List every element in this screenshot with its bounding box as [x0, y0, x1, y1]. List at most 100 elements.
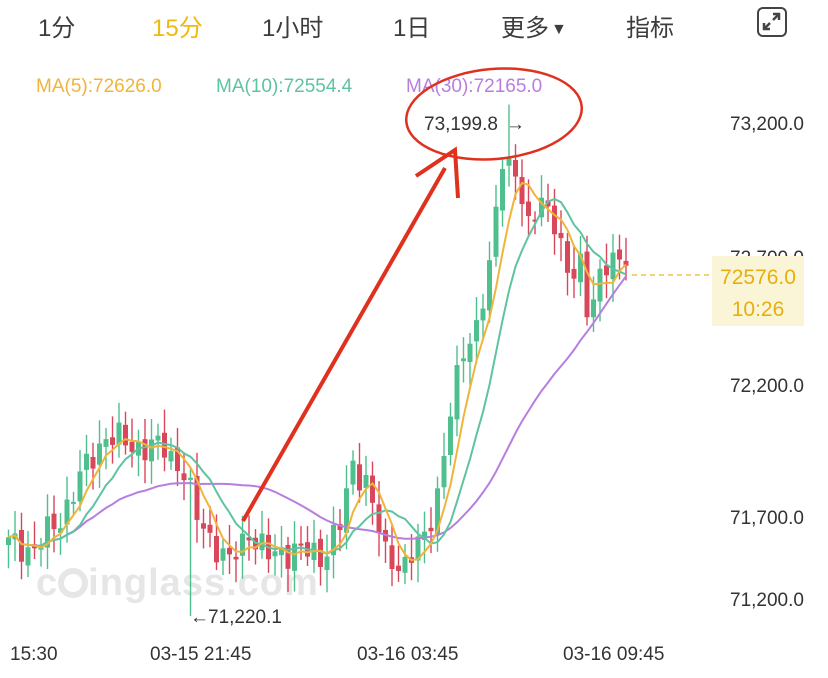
candle-up — [480, 308, 486, 321]
candle-down — [214, 536, 219, 563]
candle-down — [617, 249, 622, 260]
candle-down — [623, 260, 629, 266]
candle-up — [272, 551, 278, 557]
candle-up — [220, 548, 226, 561]
candle-down — [558, 232, 564, 239]
ma10-line — [8, 197, 627, 555]
candle-up — [539, 197, 544, 218]
candle-up — [149, 439, 154, 462]
candle-down — [545, 200, 551, 207]
candle-down — [513, 160, 518, 177]
candle-up — [467, 343, 473, 362]
countdown-time: 10:26 — [731, 298, 785, 321]
candle-down — [565, 241, 570, 273]
candle-down — [376, 504, 382, 534]
tab-more-label: 更多 — [501, 15, 549, 42]
candle-down — [162, 432, 167, 458]
candle-down — [175, 447, 180, 472]
candle-up — [350, 460, 356, 485]
candle-down — [110, 437, 115, 445]
candle-down — [428, 527, 434, 532]
candle-up — [474, 320, 479, 342]
candle-down — [123, 424, 128, 446]
candle-up — [64, 499, 70, 525]
candle-down — [285, 544, 291, 569]
candle-up — [84, 453, 89, 470]
x-tick-label: 03-16 09:45 — [563, 644, 664, 665]
candle-down — [571, 268, 577, 279]
ma10-label: MA(10):72554.4 — [216, 76, 353, 97]
candle-down — [201, 523, 206, 529]
candle-down — [207, 524, 213, 533]
candle-down — [51, 513, 57, 530]
candle-up — [597, 268, 603, 302]
candle-up — [422, 531, 427, 541]
candle-up — [97, 443, 102, 465]
current-price-tag: 72576.0 10:26 — [712, 256, 804, 326]
tab-1day[interactable]: 1日 — [393, 15, 431, 42]
candle-up — [324, 556, 330, 571]
candle-up — [578, 253, 583, 283]
candle-down — [337, 524, 343, 530]
candle-up — [292, 543, 297, 571]
candle-down — [552, 205, 557, 235]
candle-up — [6, 537, 11, 546]
candle-up — [591, 299, 596, 318]
candle-down — [396, 565, 401, 571]
candle-up — [461, 358, 466, 362]
y-tick-label: 72,200.0 — [730, 376, 804, 397]
low-arrow-glyph: ← — [190, 607, 209, 628]
candle-up — [103, 439, 109, 447]
y-tick-label: 71,200.0 — [730, 590, 804, 611]
high-price-label: 73,199.8 — [424, 114, 498, 135]
trend-arrow-head — [414, 146, 460, 199]
candle-up — [610, 252, 616, 280]
candle-down — [227, 547, 232, 555]
candle-down — [298, 543, 304, 546]
expand-icon[interactable] — [757, 7, 787, 37]
candle-up — [71, 501, 76, 504]
candle-up — [493, 206, 499, 257]
candle-up — [45, 516, 50, 548]
candle-down — [246, 537, 252, 541]
candle-up — [25, 547, 31, 566]
y-tick-label: 71,700.0 — [730, 508, 804, 529]
candle-down — [370, 475, 375, 503]
trend-arrow-line — [241, 167, 447, 522]
x-tick-label: 15:30 — [10, 644, 58, 665]
current-price: 72576.0 — [720, 266, 796, 289]
high-arrow-glyph: → — [506, 114, 525, 135]
watermark-logo: c inglass.com — [36, 562, 319, 604]
candle-up — [448, 416, 453, 455]
candle-down — [181, 473, 187, 481]
candle-down — [233, 556, 239, 560]
highlight-ellipse — [404, 67, 584, 161]
candle-up — [500, 168, 505, 211]
timeframe-tabs: 1分 15分 1小时 1日 更多 ▼ 指标 — [0, 0, 828, 46]
tab-1hour[interactable]: 1小时 — [262, 15, 324, 42]
ma5-line — [8, 181, 627, 562]
candle-up — [58, 528, 63, 533]
candle-down — [357, 464, 362, 491]
candle-up — [363, 474, 369, 488]
candle-up — [77, 471, 83, 502]
candle-up — [487, 260, 492, 311]
candle-down — [532, 219, 538, 222]
candle-up — [506, 158, 512, 166]
candle-up — [168, 451, 174, 462]
x-tick-label: 03-16 03:45 — [357, 644, 458, 665]
tab-1min[interactable]: 1分 — [38, 15, 76, 42]
x-tick-label: 03-15 21:45 — [150, 644, 251, 665]
tab-more[interactable]: 更多 ▼ — [501, 8, 567, 43]
tab-15min[interactable]: 15分 — [152, 15, 203, 42]
ma30-line — [8, 275, 627, 547]
caret-down-icon: ▼ — [551, 21, 567, 38]
y-tick-label: 73,200.0 — [730, 114, 804, 135]
candle-up — [441, 456, 447, 488]
candle-up — [279, 548, 284, 556]
candle-up — [344, 488, 349, 533]
candle-up — [259, 533, 265, 551]
candle-down — [129, 441, 135, 452]
candle-up — [331, 524, 336, 556]
tab-indicators[interactable]: 指标 — [626, 15, 674, 42]
